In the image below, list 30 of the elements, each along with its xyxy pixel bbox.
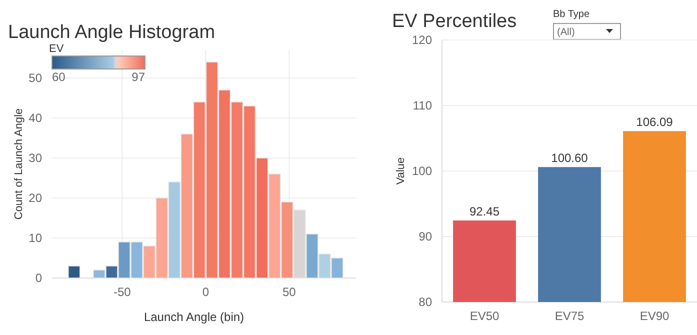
x-axis-title: Launch Angle (bin) <box>144 310 244 324</box>
y-tick-label: 120 <box>412 33 432 48</box>
annotation: 97 <box>132 70 146 84</box>
y-tick-label: 50 <box>28 71 42 86</box>
x-tick-label: EV90 <box>640 309 670 323</box>
y-tick-label: 0 <box>35 271 42 286</box>
chart-title: Launch Angle Histogram <box>8 22 216 43</box>
y-tick-label: 90 <box>418 230 432 244</box>
x-tick-label: 0 <box>202 285 210 299</box>
x-tick-label: -50 <box>113 285 132 299</box>
y-tick-label: 40 <box>28 111 42 126</box>
data-label: 100.60 <box>551 151 588 166</box>
x-tick-label: EV50 <box>470 309 500 323</box>
y-tick-label: 10 <box>28 231 42 246</box>
data-label: 106.09 <box>636 115 674 130</box>
text: Bb Type <box>553 9 590 20</box>
x-tick-label: 50 <box>282 285 296 299</box>
y-tick-label: 110 <box>412 98 432 113</box>
y-tick-label: 80 <box>418 295 432 310</box>
y-axis-title: Value <box>395 157 407 185</box>
y-tick-label: 20 <box>28 191 42 206</box>
data-label: 92.45 <box>469 204 500 218</box>
y-axis-title: Count of Launch Angle <box>13 108 25 220</box>
dropdown-field: (All) <box>553 23 621 40</box>
y-tick-label: 100 <box>412 164 432 178</box>
color-bar-title: EV <box>49 43 64 55</box>
annotation: 60 <box>52 70 66 84</box>
y-tick-label: 30 <box>28 151 42 166</box>
chart-title: EV Percentiles <box>392 11 517 32</box>
x-tick-label: EV75 <box>554 309 584 323</box>
